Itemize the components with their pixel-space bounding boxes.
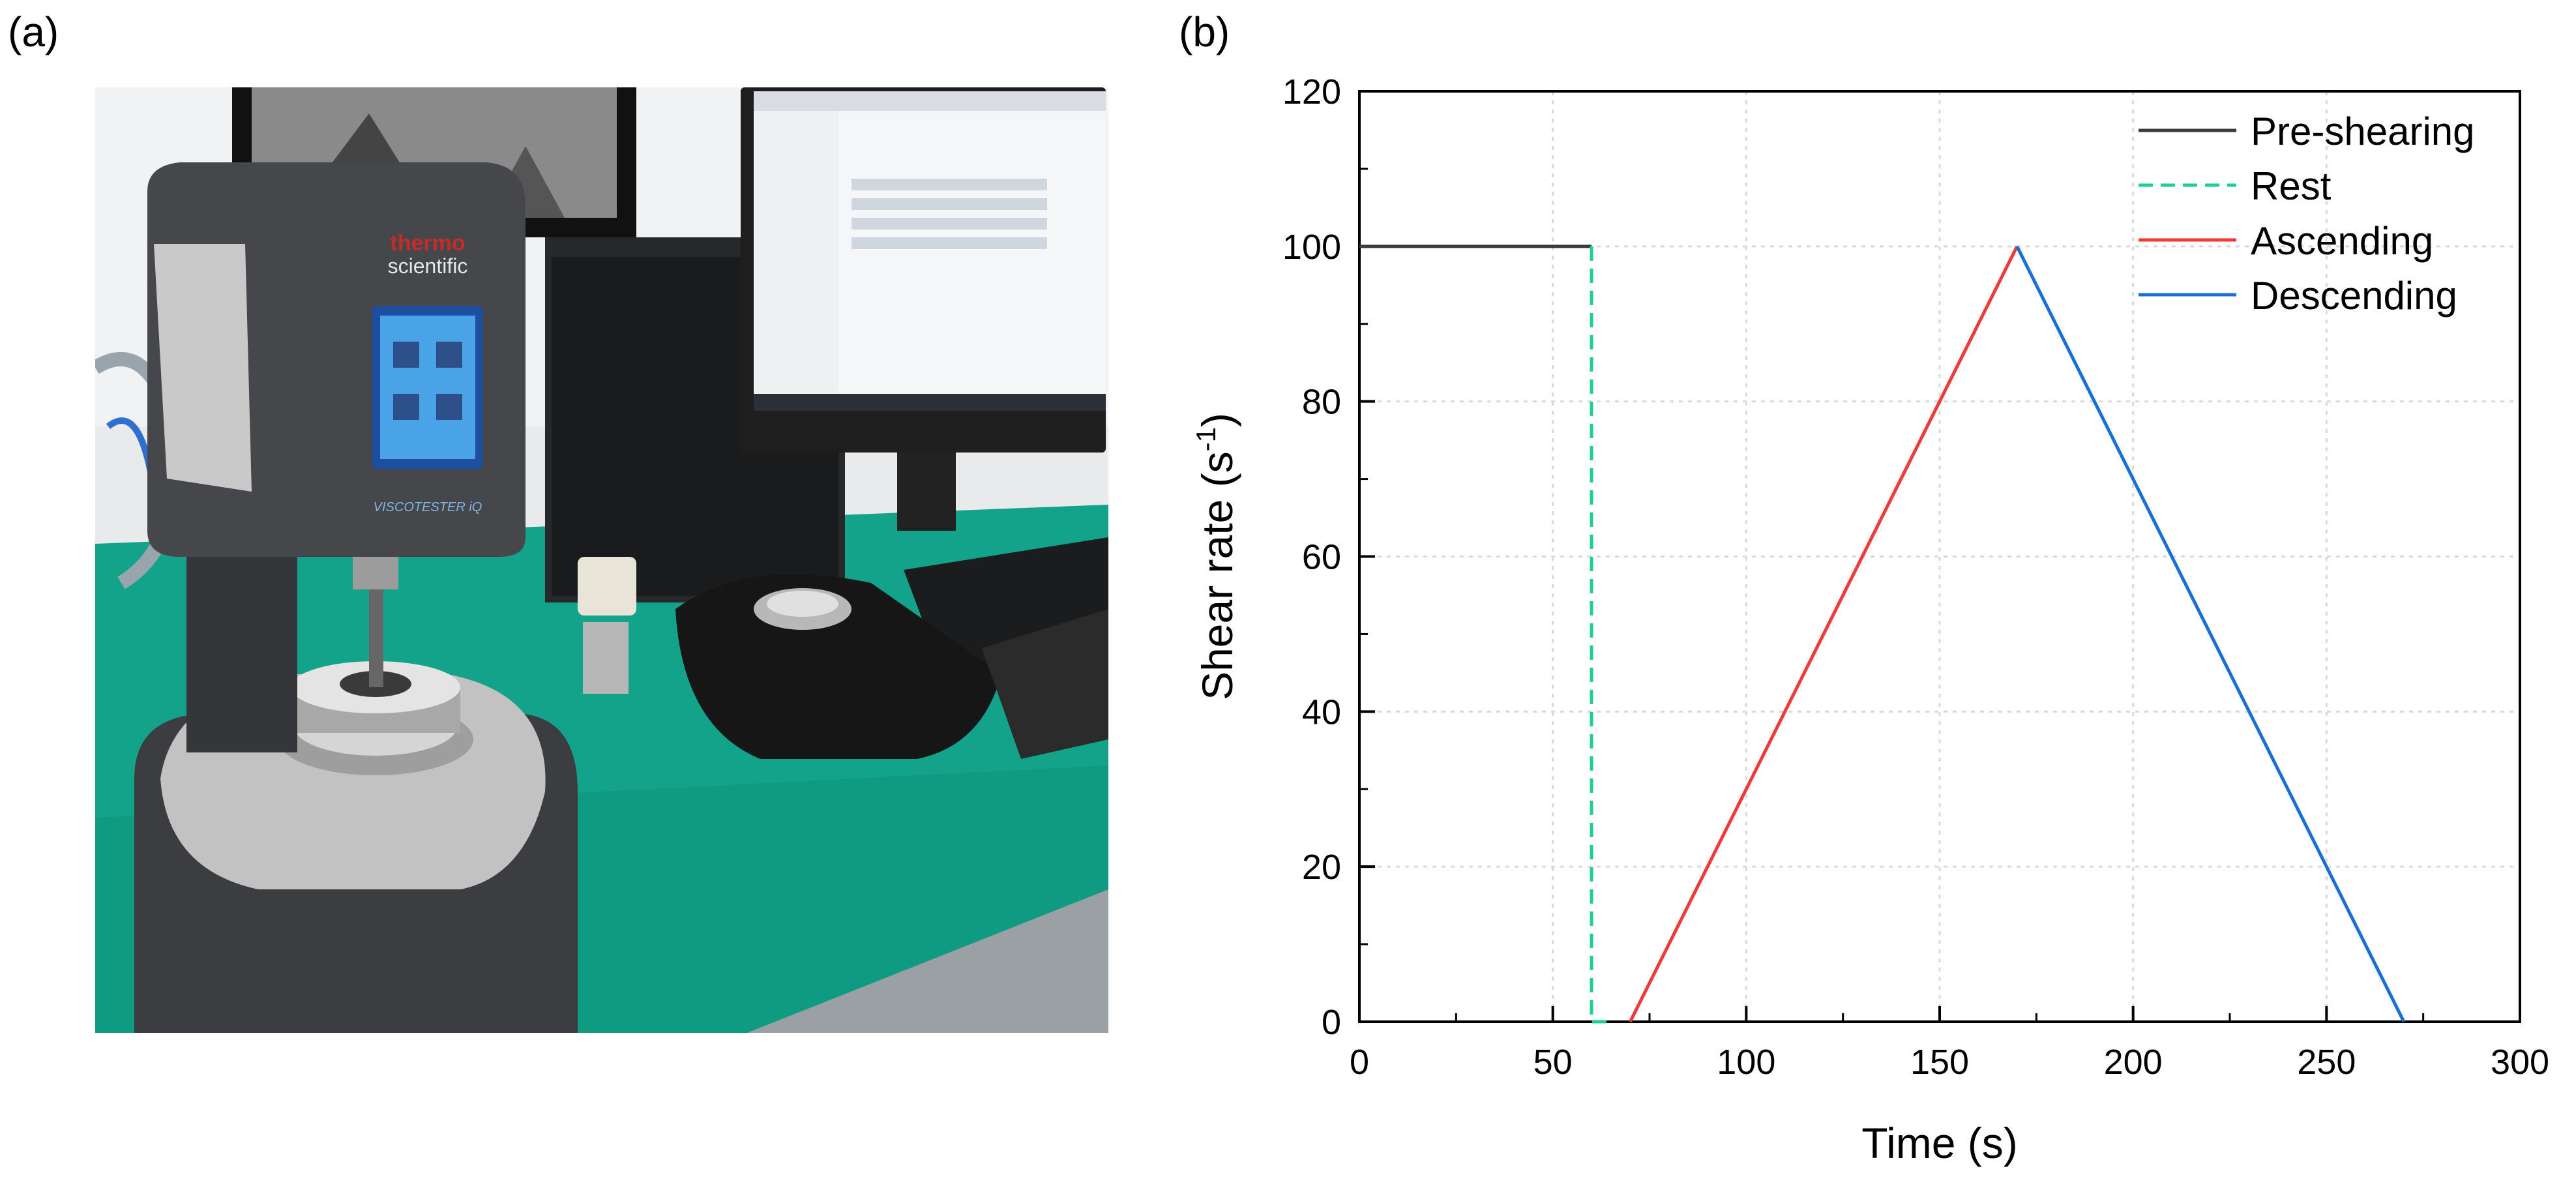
legend: Pre-shearing Rest Ascending Descending <box>2139 110 2475 318</box>
y-tick-label: 20 <box>1302 848 1341 887</box>
x-axis-label: Time (s) <box>1861 1119 2018 1167</box>
y-tick-label: 60 <box>1302 538 1341 577</box>
legend-label: Ascending <box>2251 219 2433 263</box>
series-line-rest <box>1590 246 1611 1024</box>
series-line-descending <box>2015 245 2406 1023</box>
y-tick-label: 100 <box>1282 228 1341 267</box>
y-tick-label: 120 <box>1282 72 1341 111</box>
legend-label: Pre-shearing <box>2251 110 2475 153</box>
y-axis-label: Shear rate (s-1) <box>1191 413 1241 700</box>
brand-text-scientific: scientific <box>388 254 468 278</box>
axes: 0 50 100 150 200 250 300 0 20 40 60 80 100 120 <box>1282 72 2549 1082</box>
series-line-ascending <box>1629 245 2019 1023</box>
panel-label-b: (b) <box>1179 8 1230 55</box>
panel-label-a: (a) <box>8 8 59 55</box>
instrument-name-text: VISCOTESTER iQ <box>374 500 482 514</box>
viscometer-photo: thermo scientific VISCOTESTER iQ <box>95 87 1108 1033</box>
x-tick-label: 200 <box>2104 1043 2163 1082</box>
y-tick-label: 0 <box>1322 1003 1341 1042</box>
legend-label: Rest <box>2251 164 2332 208</box>
x-tick-label: 250 <box>2297 1043 2356 1082</box>
x-tick-label: 0 <box>1350 1043 1369 1082</box>
y-tick-label: 80 <box>1302 383 1341 422</box>
brand-text-thermo: thermo <box>390 231 465 256</box>
legend-label: Descending <box>2251 274 2457 318</box>
x-tick-label: 100 <box>1717 1043 1775 1082</box>
series-lines <box>1359 245 2406 1024</box>
y-tick-label: 40 <box>1302 692 1341 732</box>
x-tick-label: 300 <box>2491 1043 2549 1082</box>
x-tick-label: 50 <box>1533 1043 1573 1082</box>
x-tick-label: 150 <box>1910 1043 1969 1082</box>
